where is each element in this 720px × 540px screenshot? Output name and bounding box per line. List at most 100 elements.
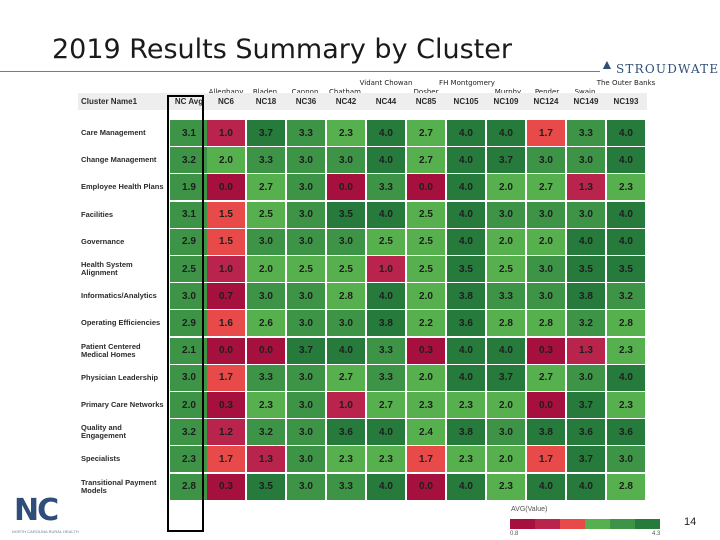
heatmap-cell: 3.0 [287,174,325,201]
heatmap-cell: 4.0 [447,120,485,146]
heatmap-cell: 2.8 [527,310,565,337]
heatmap-cell: 3.6 [447,310,485,337]
heatmap-cell: 4.0 [607,201,645,228]
heatmap-cell: 4.0 [487,120,525,146]
row-label: Informatics/Analytics [81,291,157,301]
heatmap-cell: 2.7 [527,364,565,391]
heatmap-cell: 3.3 [487,283,525,310]
stroudwater-logo: ▲ STROUDWATER [600,56,720,80]
heatmap-cell: 4.0 [487,337,525,364]
heatmap-cell: 3.8 [527,419,565,446]
heatmap-cell: 2.3 [447,392,485,418]
heatmap-cell: 2.7 [407,120,445,146]
title-divider [0,71,600,72]
legend-swatch [560,519,585,529]
heatmap-cell: 0.0 [407,473,445,500]
heatmap-cell: 3.0 [287,228,325,255]
heatmap-cell: 4.0 [567,228,605,255]
heatmap-cell: 2.3 [327,446,365,473]
legend-color-bar [510,519,660,529]
heatmap-cell: 3.0 [327,147,365,174]
heatmap-cell: 4.0 [447,147,485,174]
heatmap-cell: 2.5 [247,201,285,228]
heatmap-cell: 3.5 [327,201,365,228]
heatmap-cell: 2.5 [487,256,525,282]
heatmap-cell: 3.1 [170,201,208,228]
heatmap-cell: 2.4 [407,419,445,446]
heatmap-cell: 4.0 [447,201,485,228]
heatmap-cell: 2.8 [327,283,365,310]
heatmap-cell: 3.0 [327,310,365,337]
heatmap-cell: 1.0 [327,392,365,418]
heatmap-cell: 2.0 [487,446,525,473]
heatmap-cell: 2.3 [607,392,645,418]
heatmap-cell: 2.9 [170,228,208,255]
heatmap-cell: 4.0 [367,473,405,500]
heatmap-cell: 0.3 [527,337,565,364]
heatmap-cell: 3.0 [567,147,605,174]
heatmap-cell: 1.6 [207,310,245,337]
heatmap-cell: 1.2 [207,419,245,446]
legend-title: AVG(Value) [511,506,548,513]
heatmap-cell: 3.2 [567,310,605,337]
row-label: Health System Alignment [81,260,133,277]
heatmap-cell: 3.0 [567,364,605,391]
heatmap-cell: 1.7 [407,446,445,473]
heatmap-cell: 2.0 [170,392,208,418]
legend-swatch [635,519,660,529]
heatmap-cell: 1.0 [207,120,245,146]
row-label: Operating Efficiencies [81,318,161,328]
heatmap-cell: 3.3 [567,120,605,146]
heatmap-cell: 2.9 [170,310,208,337]
heatmap-cell: 3.0 [287,392,325,418]
town-label: Murphy [494,88,522,96]
nc-logo-tagline: NORTH CAROLINA RURAL HEALTH [12,529,79,534]
heatmap-cell: 1.3 [247,446,285,473]
row-label: Specialists [81,454,121,464]
heatmap-cell: 4.0 [607,228,645,255]
row-label: Patient Centered Medical Homes [81,341,141,359]
heatmap-cell: 2.8 [607,310,645,337]
legend-swatch [610,519,635,529]
heatmap-cell: 2.7 [247,174,285,201]
heatmap-cell: 3.7 [487,364,525,391]
row-label: Governance [81,236,125,246]
heatmap-cell: 3.7 [247,120,285,146]
heatmap-cell: 1.9 [170,174,208,201]
header-column: NC85 [415,97,437,106]
heatmap-cell: 3.3 [287,120,325,146]
heatmap-cell: 1.0 [367,256,405,282]
header-column: NC6 [217,97,234,106]
heatmap-cell: 3.3 [367,364,405,391]
heatmap-cell: 2.8 [170,473,208,500]
heatmap-cell: 2.5 [287,256,325,282]
heatmap-cell: 3.8 [567,283,605,310]
header-column: NC149 [573,97,599,106]
heatmap-cell: 2.5 [407,256,445,282]
heatmap-cell: 3.8 [447,283,485,310]
heatmap-cell: 4.0 [367,283,405,310]
heatmap-cell: 3.3 [247,364,285,391]
heatmap-cell: 2.0 [247,256,285,282]
tree-icon: ▲ [600,56,614,72]
heatmap-cell: 2.0 [487,392,525,418]
heatmap-cell: 2.3 [447,446,485,473]
town-label: Chatham [329,88,361,96]
heatmap-cell: 2.7 [527,174,565,201]
header-column: NC193 [613,97,639,106]
heatmap-cell: 3.0 [567,201,605,228]
heatmap-cell: 3.2 [607,283,645,310]
heatmap-cell: 2.6 [247,310,285,337]
heatmap-cell: 1.7 [207,446,245,473]
town-label: Dosher [413,88,439,96]
stroudwater-wordmark: STROUDWATER [616,62,720,76]
heatmap-cell: 1.0 [207,256,245,282]
heatmap-cell: 2.7 [367,392,405,418]
heatmap-cell: 4.0 [367,201,405,228]
heatmap-cell: 3.0 [607,446,645,473]
header-band [78,93,647,110]
heatmap-cell: 1.3 [567,174,605,201]
heatmap-cell: 4.0 [607,147,645,174]
heatmap-cell: 0.7 [207,283,245,310]
heatmap-cell: 0.3 [207,392,245,418]
